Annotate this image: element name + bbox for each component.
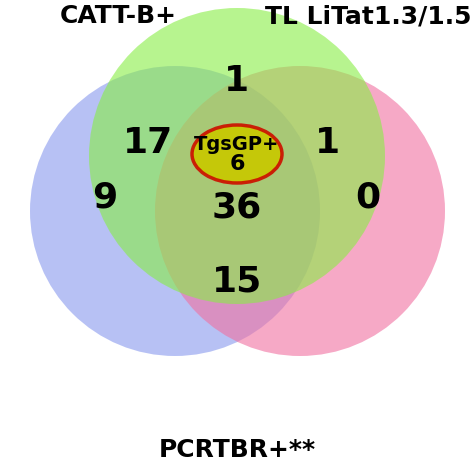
Text: 0: 0: [356, 181, 381, 215]
Circle shape: [155, 66, 445, 356]
Text: TL LiTat1.3/1.5+*: TL LiTat1.3/1.5+*: [265, 4, 474, 28]
Circle shape: [89, 8, 385, 304]
Circle shape: [30, 66, 320, 356]
Text: 9: 9: [92, 181, 118, 215]
Text: 1: 1: [315, 126, 340, 160]
Text: 1: 1: [224, 64, 250, 98]
Ellipse shape: [192, 125, 282, 183]
Text: CATT-B+: CATT-B+: [60, 4, 177, 28]
Text: PCRTBR+**: PCRTBR+**: [158, 438, 316, 462]
Text: 36: 36: [212, 191, 262, 225]
Text: TgsGP+: TgsGP+: [194, 135, 280, 153]
Text: 15: 15: [212, 264, 262, 298]
Text: 17: 17: [123, 126, 173, 160]
Text: 6: 6: [229, 154, 245, 174]
